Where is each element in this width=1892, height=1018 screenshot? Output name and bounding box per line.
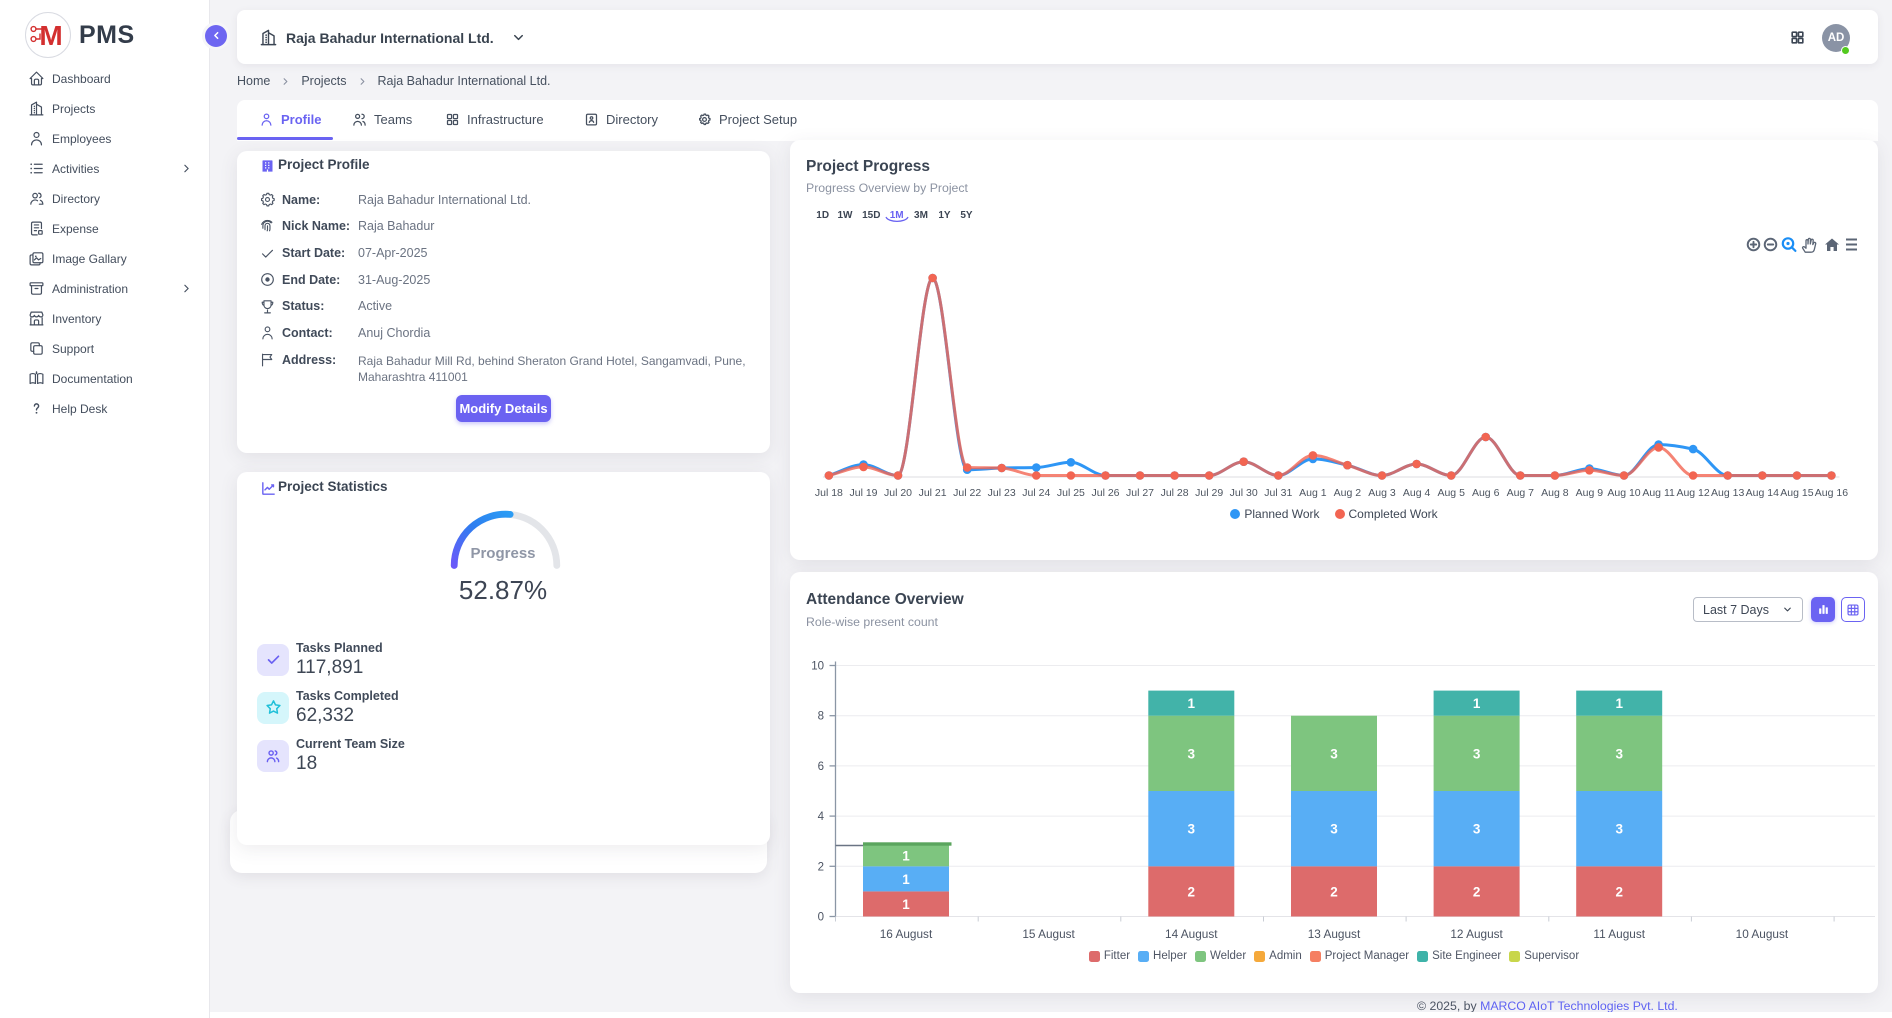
svg-text:3: 3 <box>1330 822 1338 837</box>
svg-text:15 August: 15 August <box>1022 927 1075 941</box>
svg-text:Jul 28: Jul 28 <box>1161 487 1189 499</box>
svg-text:Jul 29: Jul 29 <box>1195 487 1223 499</box>
svg-text:3: 3 <box>1330 746 1338 761</box>
svg-text:Jul 30: Jul 30 <box>1230 487 1258 499</box>
svg-text:Aug 7: Aug 7 <box>1507 487 1535 499</box>
svg-text:Aug 14: Aug 14 <box>1746 487 1779 499</box>
svg-text:2: 2 <box>1615 884 1623 899</box>
svg-text:6: 6 <box>818 761 824 773</box>
svg-text:Aug 8: Aug 8 <box>1541 487 1569 499</box>
svg-text:12 August: 12 August <box>1450 927 1503 941</box>
svg-text:2: 2 <box>1188 884 1196 899</box>
svg-text:0: 0 <box>818 912 824 924</box>
svg-text:Aug 15: Aug 15 <box>1780 487 1813 499</box>
svg-text:2: 2 <box>818 861 824 873</box>
svg-text:Jul 22: Jul 22 <box>953 487 981 499</box>
svg-text:1: 1 <box>902 897 910 912</box>
svg-text:Aug 1: Aug 1 <box>1299 487 1327 499</box>
svg-text:Aug 3: Aug 3 <box>1368 487 1396 499</box>
svg-text:M: M <box>39 20 62 51</box>
svg-text:14 August: 14 August <box>1165 927 1218 941</box>
svg-text:Aug 5: Aug 5 <box>1437 487 1465 499</box>
svg-text:Jul 23: Jul 23 <box>988 487 1016 499</box>
svg-text:Aug 16: Aug 16 <box>1815 487 1848 499</box>
svg-text:1: 1 <box>902 849 910 864</box>
svg-text:2: 2 <box>1330 884 1338 899</box>
svg-text:Aug 13: Aug 13 <box>1711 487 1744 499</box>
svg-text:Jul 27: Jul 27 <box>1126 487 1154 499</box>
svg-text:3: 3 <box>1615 746 1623 761</box>
svg-text:16 August: 16 August <box>880 927 933 941</box>
svg-text:Aug 2: Aug 2 <box>1334 487 1362 499</box>
svg-text:Jul 25: Jul 25 <box>1057 487 1085 499</box>
svg-text:3: 3 <box>1473 822 1481 837</box>
svg-text:Aug 9: Aug 9 <box>1576 487 1604 499</box>
svg-text:3: 3 <box>1188 746 1196 761</box>
svg-text:Aug 12: Aug 12 <box>1676 487 1709 499</box>
svg-text:8: 8 <box>818 711 824 723</box>
svg-text:1: 1 <box>1473 696 1481 711</box>
svg-text:1: 1 <box>902 872 910 887</box>
svg-text:Aug 6: Aug 6 <box>1472 487 1500 499</box>
svg-text:Jul 31: Jul 31 <box>1264 487 1292 499</box>
svg-text:Jul 26: Jul 26 <box>1091 487 1119 499</box>
svg-text:Jul 20: Jul 20 <box>884 487 912 499</box>
svg-text:1: 1 <box>1188 696 1196 711</box>
svg-text:11 August: 11 August <box>1593 927 1645 941</box>
svg-text:4: 4 <box>818 811 825 823</box>
svg-text:Jul 21: Jul 21 <box>919 487 947 499</box>
svg-text:2: 2 <box>1473 884 1481 899</box>
svg-text:3: 3 <box>1473 746 1481 761</box>
svg-text:Jul 18: Jul 18 <box>815 487 843 499</box>
svg-text:1: 1 <box>1615 696 1623 711</box>
svg-text:Jul 19: Jul 19 <box>849 487 877 499</box>
svg-text:Aug 10: Aug 10 <box>1607 487 1640 499</box>
svg-text:13 August: 13 August <box>1308 927 1361 941</box>
svg-text:Aug 11: Aug 11 <box>1642 487 1675 499</box>
svg-text:Aug 4: Aug 4 <box>1403 487 1431 499</box>
svg-text:3: 3 <box>1615 822 1623 837</box>
svg-text:10 August: 10 August <box>1736 927 1789 941</box>
svg-text:10: 10 <box>811 661 824 673</box>
svg-text:3: 3 <box>1188 822 1196 837</box>
svg-text:Jul 24: Jul 24 <box>1022 487 1050 499</box>
